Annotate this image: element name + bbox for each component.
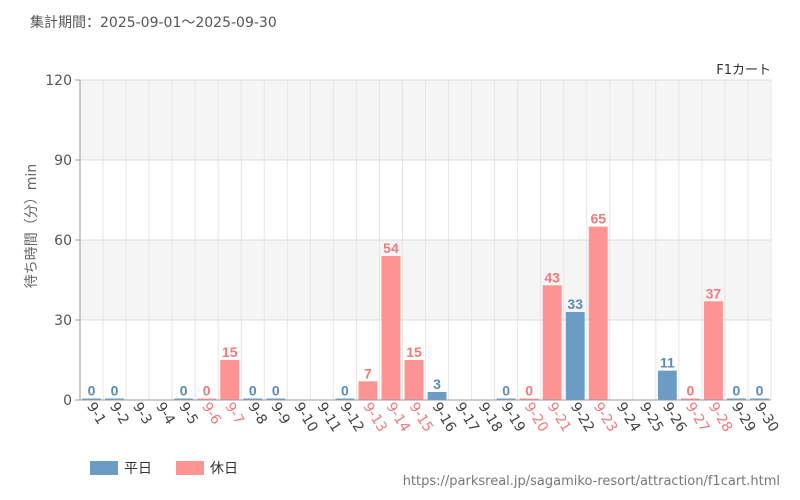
legend-holiday-swatch bbox=[176, 461, 204, 475]
bar bbox=[680, 398, 700, 400]
x-tick-label: 9-23 bbox=[590, 400, 620, 435]
data-label: 0 bbox=[686, 383, 694, 399]
bar bbox=[266, 398, 286, 400]
bar bbox=[427, 392, 447, 400]
x-tick-label: 9-26 bbox=[659, 400, 689, 436]
x-axis: 9-19-29-39-49-59-69-79-89-99-109-119-129… bbox=[80, 399, 782, 436]
bar bbox=[703, 301, 723, 400]
bar bbox=[197, 398, 217, 400]
data-label: 15 bbox=[222, 344, 238, 360]
x-tick-label: 9-13 bbox=[360, 400, 390, 435]
x-tick-label: 9-29 bbox=[728, 400, 758, 435]
bar bbox=[358, 381, 378, 400]
y-axis: 0 30 60 90 120 bbox=[45, 73, 81, 409]
bars bbox=[82, 226, 769, 400]
x-tick-label: 9-25 bbox=[636, 400, 666, 435]
x-tick-label: 9-3 bbox=[129, 400, 155, 428]
x-tick-label: 9-15 bbox=[406, 400, 436, 435]
bar bbox=[335, 398, 355, 400]
x-tick-label: 9-5 bbox=[175, 400, 201, 428]
data-label: 0 bbox=[180, 383, 188, 399]
x-tick-label: 9-19 bbox=[498, 400, 528, 435]
x-tick-label: 9-18 bbox=[475, 400, 505, 435]
bar bbox=[750, 398, 769, 400]
data-label: 65 bbox=[590, 211, 606, 227]
data-label: 0 bbox=[249, 383, 257, 399]
x-tick-label: 9-10 bbox=[290, 400, 320, 435]
data-label: 0 bbox=[203, 383, 211, 399]
data-label: 0 bbox=[341, 383, 349, 399]
x-tick-label: 9-30 bbox=[751, 400, 781, 435]
x-tick-label: 9-8 bbox=[244, 400, 270, 428]
bar bbox=[496, 398, 516, 400]
data-label: 0 bbox=[272, 383, 280, 399]
x-tick-label: 9-22 bbox=[567, 400, 597, 435]
legend-weekday-label: 平日 bbox=[124, 461, 152, 477]
bar bbox=[727, 398, 746, 400]
bar bbox=[657, 370, 677, 400]
bar bbox=[82, 398, 101, 400]
legend-weekday-swatch bbox=[90, 461, 118, 475]
data-label: 3 bbox=[433, 376, 441, 392]
y-tick-label: 0 bbox=[63, 393, 72, 409]
x-tick-label: 9-2 bbox=[106, 400, 132, 428]
x-tick-label: 9-7 bbox=[221, 400, 247, 428]
x-tick-label: 9-16 bbox=[429, 400, 459, 436]
data-label: 7 bbox=[364, 365, 372, 381]
data-label: 33 bbox=[567, 296, 583, 312]
x-tick-label: 9-27 bbox=[682, 400, 712, 435]
bar bbox=[588, 226, 608, 400]
source-url: https://parksreal.jp/sagamiko-resort/att… bbox=[402, 474, 780, 489]
x-tick-label: 9-4 bbox=[152, 400, 178, 428]
x-tick-label: 9-9 bbox=[267, 400, 293, 428]
bar bbox=[220, 360, 240, 400]
chart-title: F1カート bbox=[716, 63, 771, 78]
data-label: 11 bbox=[660, 355, 675, 371]
x-tick-label: 9-20 bbox=[521, 400, 551, 435]
data-label: 0 bbox=[756, 383, 764, 399]
bar bbox=[565, 312, 585, 400]
y-tick-label: 90 bbox=[54, 153, 72, 169]
bar bbox=[174, 398, 194, 400]
data-label: 0 bbox=[111, 383, 119, 399]
data-label: 0 bbox=[502, 383, 510, 399]
x-tick-label: 9-14 bbox=[383, 400, 413, 436]
data-label: 0 bbox=[88, 383, 96, 399]
x-tick-label: 9-11 bbox=[313, 400, 343, 435]
y-axis-label: 待ち時間（分）min bbox=[24, 164, 40, 288]
data-label: 0 bbox=[733, 383, 741, 399]
data-label: 37 bbox=[706, 285, 722, 301]
bar bbox=[243, 398, 263, 400]
y-tick-label: 120 bbox=[45, 73, 72, 89]
y-tick-label: 60 bbox=[54, 233, 72, 249]
legend-holiday-label: 休日 bbox=[210, 461, 238, 477]
legend-holiday: 休日 bbox=[176, 458, 238, 478]
x-tick-label: 9-17 bbox=[452, 400, 482, 435]
data-label: 54 bbox=[383, 240, 399, 256]
x-tick-label: 9-24 bbox=[613, 400, 643, 436]
x-tick-label: 9-6 bbox=[198, 400, 224, 428]
bar bbox=[519, 398, 539, 400]
data-label: 15 bbox=[406, 344, 422, 360]
data-label: 0 bbox=[525, 383, 533, 399]
x-tick-label: 9-1 bbox=[83, 400, 109, 428]
x-tick-label: 9-12 bbox=[336, 400, 366, 435]
bar bbox=[404, 360, 424, 400]
x-tick-label: 9-28 bbox=[705, 400, 735, 435]
data-label: 43 bbox=[544, 269, 560, 285]
bar bbox=[542, 285, 562, 400]
bar bbox=[105, 398, 124, 400]
x-tick-label: 9-21 bbox=[544, 400, 574, 435]
y-tick-label: 30 bbox=[54, 313, 72, 329]
legend-weekday: 平日 bbox=[90, 458, 152, 478]
bar bbox=[381, 256, 401, 400]
period-text: 集計期間：2025-09-01～2025-09-30 bbox=[30, 15, 277, 31]
